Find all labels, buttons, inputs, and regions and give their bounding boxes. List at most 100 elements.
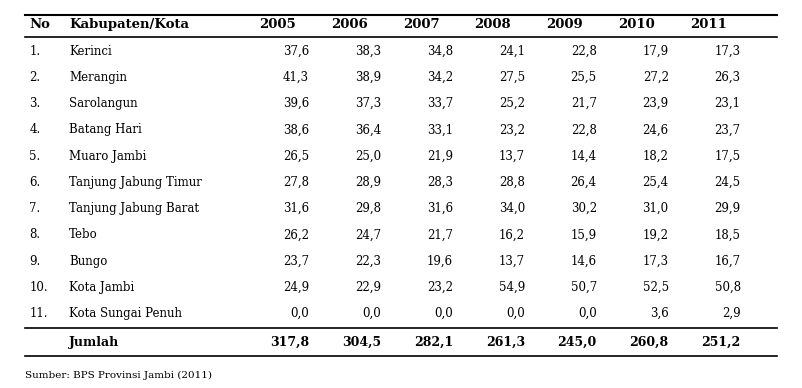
Text: 13,7: 13,7 bbox=[499, 255, 525, 268]
Text: 22,8: 22,8 bbox=[571, 45, 597, 57]
Text: Sumber: BPS Provinsi Jambi (2011): Sumber: BPS Provinsi Jambi (2011) bbox=[26, 371, 213, 380]
Text: Tanjung Jabung Barat: Tanjung Jabung Barat bbox=[69, 202, 200, 215]
Text: No: No bbox=[30, 18, 51, 31]
Text: Tanjung Jabung Timur: Tanjung Jabung Timur bbox=[69, 176, 202, 189]
Text: 2008: 2008 bbox=[475, 18, 511, 31]
Text: 2009: 2009 bbox=[546, 18, 583, 31]
Text: 22,8: 22,8 bbox=[571, 123, 597, 136]
Text: 28,9: 28,9 bbox=[355, 176, 381, 189]
Text: Kerinci: Kerinci bbox=[69, 45, 112, 57]
Text: 24,1: 24,1 bbox=[499, 45, 525, 57]
Text: 34,0: 34,0 bbox=[499, 202, 525, 215]
Text: Kabupaten/Kota: Kabupaten/Kota bbox=[69, 18, 189, 31]
Text: 17,9: 17,9 bbox=[642, 45, 669, 57]
Text: 2,9: 2,9 bbox=[722, 307, 741, 320]
Text: 18,5: 18,5 bbox=[715, 228, 741, 241]
Text: 18,2: 18,2 bbox=[643, 149, 669, 163]
Text: 0,0: 0,0 bbox=[363, 307, 381, 320]
Text: Muaro Jambi: Muaro Jambi bbox=[69, 149, 147, 163]
Text: 24,7: 24,7 bbox=[355, 228, 381, 241]
Text: 0,0: 0,0 bbox=[290, 307, 309, 320]
Text: 251,2: 251,2 bbox=[702, 336, 741, 349]
Text: 33,7: 33,7 bbox=[427, 97, 453, 110]
Text: 4.: 4. bbox=[30, 123, 41, 136]
Text: 25,0: 25,0 bbox=[355, 149, 381, 163]
Text: 14,4: 14,4 bbox=[571, 149, 597, 163]
Text: 1.: 1. bbox=[30, 45, 40, 57]
Text: 5.: 5. bbox=[30, 149, 41, 163]
Text: 17,5: 17,5 bbox=[715, 149, 741, 163]
Text: 34,8: 34,8 bbox=[427, 45, 453, 57]
Text: Merangin: Merangin bbox=[69, 71, 128, 84]
Text: 11.: 11. bbox=[30, 307, 48, 320]
Text: 8.: 8. bbox=[30, 228, 40, 241]
Text: Batang Hari: Batang Hari bbox=[69, 123, 142, 136]
Text: 0,0: 0,0 bbox=[578, 307, 597, 320]
Text: 2011: 2011 bbox=[691, 18, 727, 31]
Text: 31,6: 31,6 bbox=[283, 202, 309, 215]
Text: 54,9: 54,9 bbox=[499, 281, 525, 294]
Text: 52,5: 52,5 bbox=[642, 281, 669, 294]
Text: 16,2: 16,2 bbox=[499, 228, 525, 241]
Text: 304,5: 304,5 bbox=[342, 336, 381, 349]
Text: 38,9: 38,9 bbox=[355, 71, 381, 84]
Text: 0,0: 0,0 bbox=[506, 307, 525, 320]
Text: Jumlah: Jumlah bbox=[69, 336, 119, 349]
Text: 21,9: 21,9 bbox=[427, 149, 453, 163]
Text: 29,8: 29,8 bbox=[355, 202, 381, 215]
Text: 50,7: 50,7 bbox=[570, 281, 597, 294]
Text: 6.: 6. bbox=[30, 176, 41, 189]
Text: 10.: 10. bbox=[30, 281, 48, 294]
Text: 21,7: 21,7 bbox=[427, 228, 453, 241]
Text: 24,6: 24,6 bbox=[642, 123, 669, 136]
Text: 21,7: 21,7 bbox=[571, 97, 597, 110]
Text: 0,0: 0,0 bbox=[434, 307, 453, 320]
Text: 29,9: 29,9 bbox=[715, 202, 741, 215]
Text: 23,7: 23,7 bbox=[715, 123, 741, 136]
Text: 14,6: 14,6 bbox=[571, 255, 597, 268]
Text: Kota Sungai Penuh: Kota Sungai Penuh bbox=[69, 307, 182, 320]
Text: 25,5: 25,5 bbox=[571, 71, 597, 84]
Text: 38,3: 38,3 bbox=[355, 45, 381, 57]
Text: 13,7: 13,7 bbox=[499, 149, 525, 163]
Text: Bungo: Bungo bbox=[69, 255, 107, 268]
Text: 41,3: 41,3 bbox=[283, 71, 309, 84]
Text: 22,3: 22,3 bbox=[355, 255, 381, 268]
Text: 28,8: 28,8 bbox=[499, 176, 525, 189]
Text: 2010: 2010 bbox=[618, 18, 655, 31]
Text: 31,0: 31,0 bbox=[642, 202, 669, 215]
Text: 19,6: 19,6 bbox=[427, 255, 453, 268]
Text: 23,7: 23,7 bbox=[283, 255, 309, 268]
Text: 24,5: 24,5 bbox=[715, 176, 741, 189]
Text: 2007: 2007 bbox=[403, 18, 439, 31]
Text: 15,9: 15,9 bbox=[571, 228, 597, 241]
Text: 31,6: 31,6 bbox=[427, 202, 453, 215]
Text: 7.: 7. bbox=[30, 202, 41, 215]
Text: 23,1: 23,1 bbox=[715, 97, 741, 110]
Text: 28,3: 28,3 bbox=[427, 176, 453, 189]
Text: 25,4: 25,4 bbox=[642, 176, 669, 189]
Text: 26,2: 26,2 bbox=[283, 228, 309, 241]
Text: 38,6: 38,6 bbox=[283, 123, 309, 136]
Text: 17,3: 17,3 bbox=[715, 45, 741, 57]
Text: 3.: 3. bbox=[30, 97, 41, 110]
Text: Tebo: Tebo bbox=[69, 228, 98, 241]
Text: 30,2: 30,2 bbox=[571, 202, 597, 215]
Text: 22,9: 22,9 bbox=[355, 281, 381, 294]
Text: 37,3: 37,3 bbox=[354, 97, 381, 110]
Text: Sarolangun: Sarolangun bbox=[69, 97, 138, 110]
Text: 26,5: 26,5 bbox=[283, 149, 309, 163]
Text: 27,5: 27,5 bbox=[499, 71, 525, 84]
Text: 34,2: 34,2 bbox=[427, 71, 453, 84]
Text: 282,1: 282,1 bbox=[414, 336, 453, 349]
Text: 245,0: 245,0 bbox=[557, 336, 597, 349]
Text: 261,3: 261,3 bbox=[486, 336, 525, 349]
Text: 24,9: 24,9 bbox=[283, 281, 309, 294]
Text: 317,8: 317,8 bbox=[270, 336, 309, 349]
Text: 23,2: 23,2 bbox=[427, 281, 453, 294]
Text: 26,4: 26,4 bbox=[571, 176, 597, 189]
Text: 2.: 2. bbox=[30, 71, 40, 84]
Text: 17,3: 17,3 bbox=[642, 255, 669, 268]
Text: 33,1: 33,1 bbox=[427, 123, 453, 136]
Text: Kota Jambi: Kota Jambi bbox=[69, 281, 135, 294]
